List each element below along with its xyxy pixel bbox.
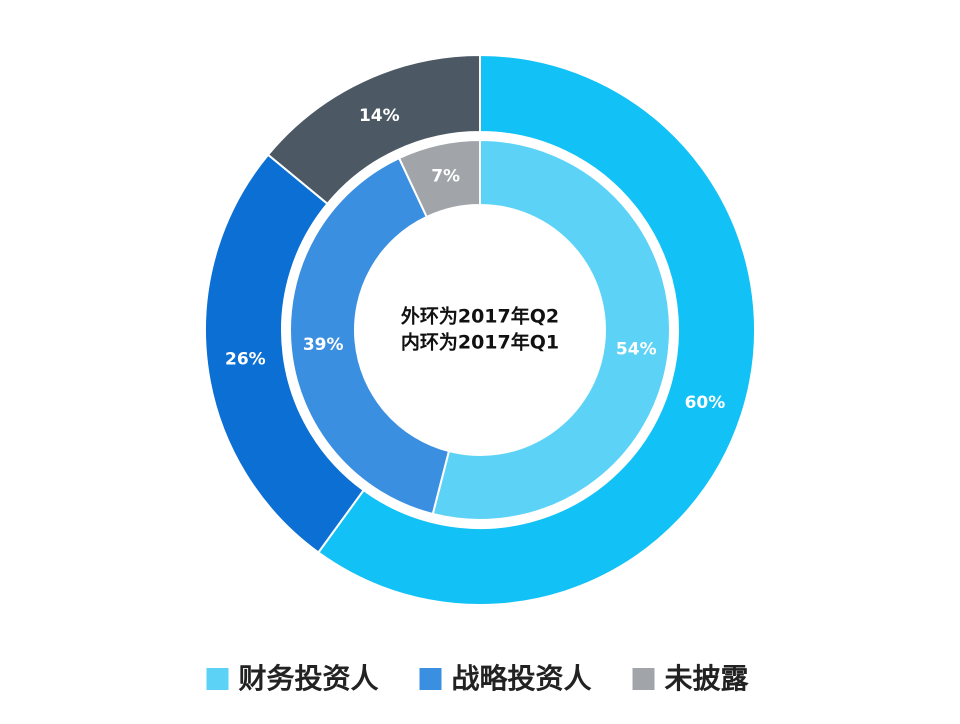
donut-segment <box>397 138 481 219</box>
center-annotation: 外环为2017年Q2 <box>401 305 559 328</box>
donut-segment <box>289 156 451 516</box>
legend-label: 战略投资人 <box>452 662 592 695</box>
legend-swatch <box>419 668 442 690</box>
legend-label: 未披露 <box>665 662 750 695</box>
data-label: 26% <box>225 350 266 370</box>
data-label: 14% <box>359 106 400 126</box>
legend-swatch <box>206 668 229 690</box>
data-label: 54% <box>616 340 657 360</box>
donut-segment <box>431 138 671 521</box>
data-label: 7% <box>431 166 460 186</box>
legend-swatch <box>632 668 655 690</box>
data-label: 39% <box>303 335 344 355</box>
legend-label: 财务投资人 <box>239 662 379 695</box>
donut-segment <box>204 153 366 554</box>
donut-segment <box>266 53 481 206</box>
donut-segment <box>316 53 756 606</box>
center-annotation: 内环为2017年Q1 <box>401 331 559 354</box>
data-label: 60% <box>685 393 726 413</box>
